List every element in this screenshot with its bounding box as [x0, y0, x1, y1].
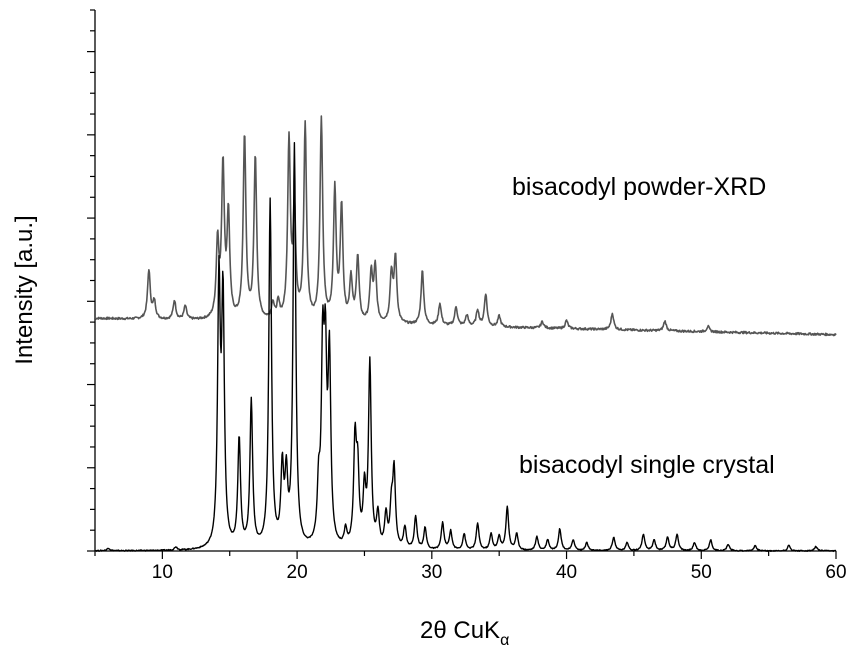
x-tick-label: 20: [287, 562, 308, 583]
series-label-single: bisacodyl single crystal: [519, 451, 775, 479]
series-label-powder: bisacodyl powder-XRD: [512, 173, 766, 201]
x-tick-label: 60: [825, 562, 846, 583]
x-axis-title-subscript: α: [500, 632, 509, 646]
x-axis-title-text: 2θ CuK: [420, 617, 500, 644]
axes: 10 20 30 40 50 60: [87, 9, 847, 583]
series-layer: [94, 115, 837, 553]
x-tick-label: 30: [421, 562, 442, 583]
x-axis-title: 2θ CuKα: [420, 617, 509, 646]
y-axis-title: Intensity [a.u.]: [11, 215, 38, 364]
x-tick-label: 50: [691, 562, 712, 583]
series-line-single-crystal: [94, 142, 837, 553]
x-tick-label: 10: [152, 562, 173, 583]
x-tick-label: 40: [556, 562, 577, 583]
series-line-powder: [94, 115, 837, 337]
